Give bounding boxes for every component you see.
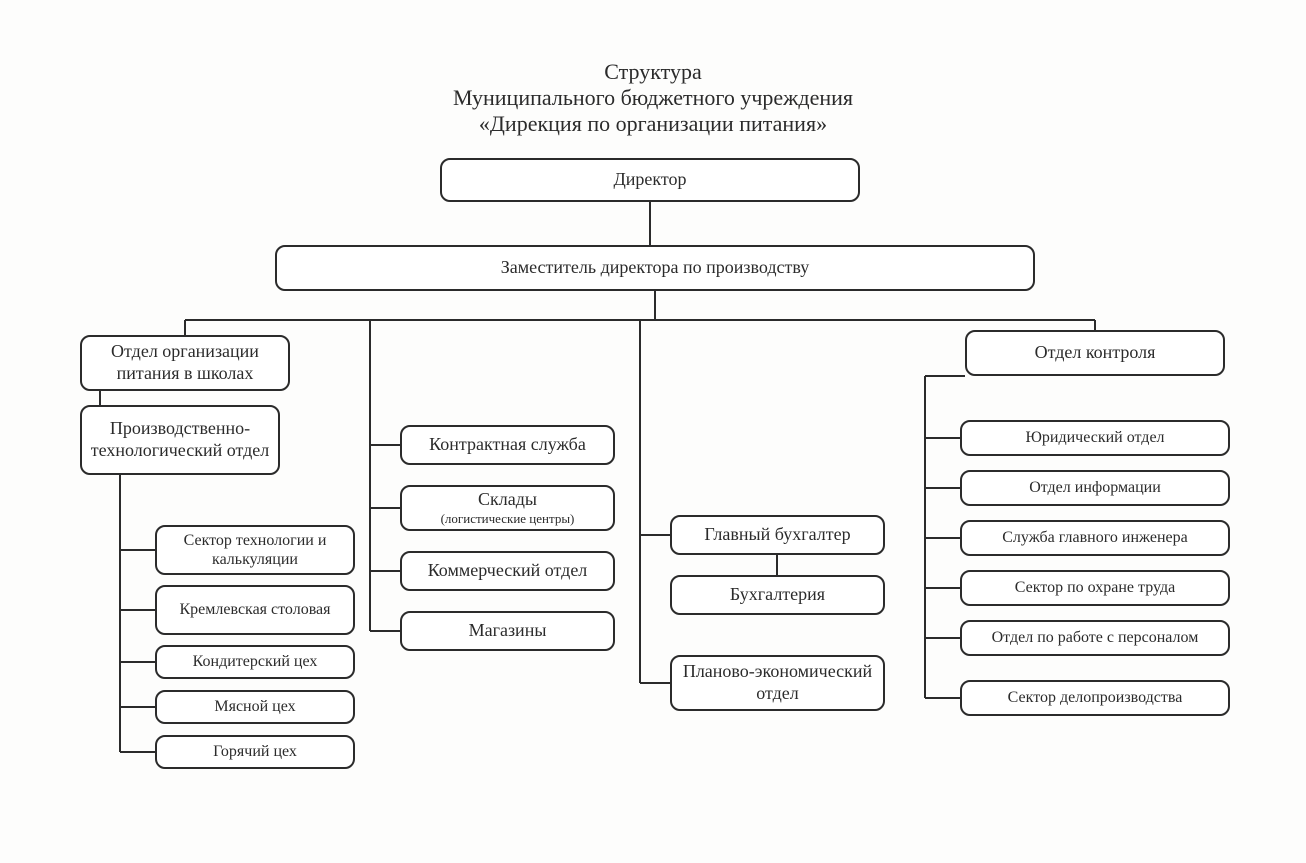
node-accounting: Бухгалтерия <box>670 575 885 615</box>
node-commercial: Коммерческий отдел <box>400 551 615 591</box>
node-sector_tech: Сектор технологии и калькуляции <box>155 525 355 575</box>
node-warehouses: Склады (логистические центры) <box>400 485 615 531</box>
node-control: Отдел контроля <box>965 330 1225 376</box>
node-chief_eng: Служба главного инженера <box>960 520 1230 556</box>
node-sublabel: (логистические центры) <box>441 511 575 527</box>
node-labor_safety: Сектор по охране труда <box>960 570 1230 606</box>
node-legal: Юридический отдел <box>960 420 1230 456</box>
node-label: Склады <box>478 489 537 509</box>
node-prod_tech: Производственно-технологический отдел <box>80 405 280 475</box>
node-clerical: Сектор делопроизводства <box>960 680 1230 716</box>
node-contract: Контрактная служба <box>400 425 615 465</box>
node-confectionery: Кондитерский цех <box>155 645 355 679</box>
title-line-2: Муниципального бюджетного учреждения <box>0 84 1306 113</box>
node-hot: Горячий цех <box>155 735 355 769</box>
node-plan_econ: Планово-экономический отдел <box>670 655 885 711</box>
node-info: Отдел информации <box>960 470 1230 506</box>
node-meat: Мясной цех <box>155 690 355 724</box>
org-chart-canvas: Структура Муниципального бюджетного учре… <box>0 0 1306 863</box>
node-deputy: Заместитель директора по производству <box>275 245 1035 291</box>
node-school_food: Отдел организации питания в школах <box>80 335 290 391</box>
title-line-3: «Дирекция по организации питания» <box>0 110 1306 139</box>
node-kremlin: Кремлевская столовая <box>155 585 355 635</box>
node-chief_acc: Главный бухгалтер <box>670 515 885 555</box>
node-director: Директор <box>440 158 860 202</box>
node-hr: Отдел по работе с персоналом <box>960 620 1230 656</box>
node-shops: Магазины <box>400 611 615 651</box>
title-line-1: Структура <box>0 58 1306 87</box>
